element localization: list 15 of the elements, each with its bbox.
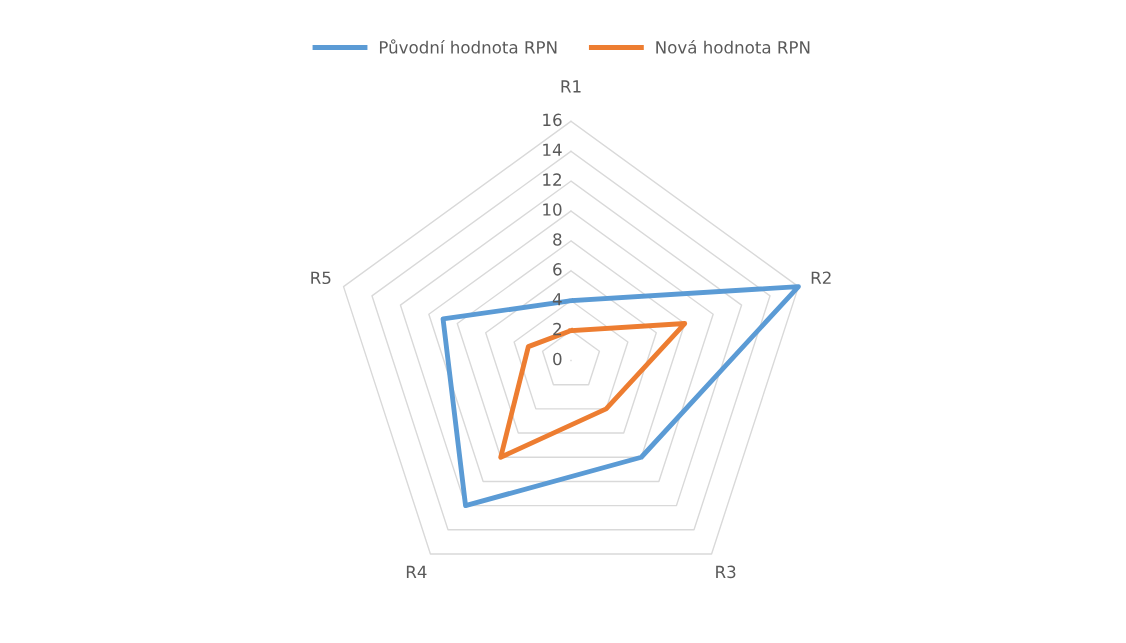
y-tick-label: 14 [543,143,562,156]
spoke-label: R1 [561,80,581,93]
spoke-label: R4 [406,565,427,578]
y-tick-label: 12 [543,173,561,186]
y-tick-label: 16 [543,113,562,127]
legend-label: Nová hodnota RPN [656,40,810,54]
y-tick-label: 2 [553,322,561,336]
spoke-label: R5 [311,271,331,285]
y-tick-label: 8 [553,233,562,246]
y-tick-label: 6 [553,263,562,276]
legend-label: Původní hodnota RPN [379,39,557,54]
y-tick-label: 10 [543,203,562,216]
y-tick-label: 0 [553,352,562,366]
spoke-label: R3 [716,565,736,579]
spoke-label: R2 [811,271,831,284]
